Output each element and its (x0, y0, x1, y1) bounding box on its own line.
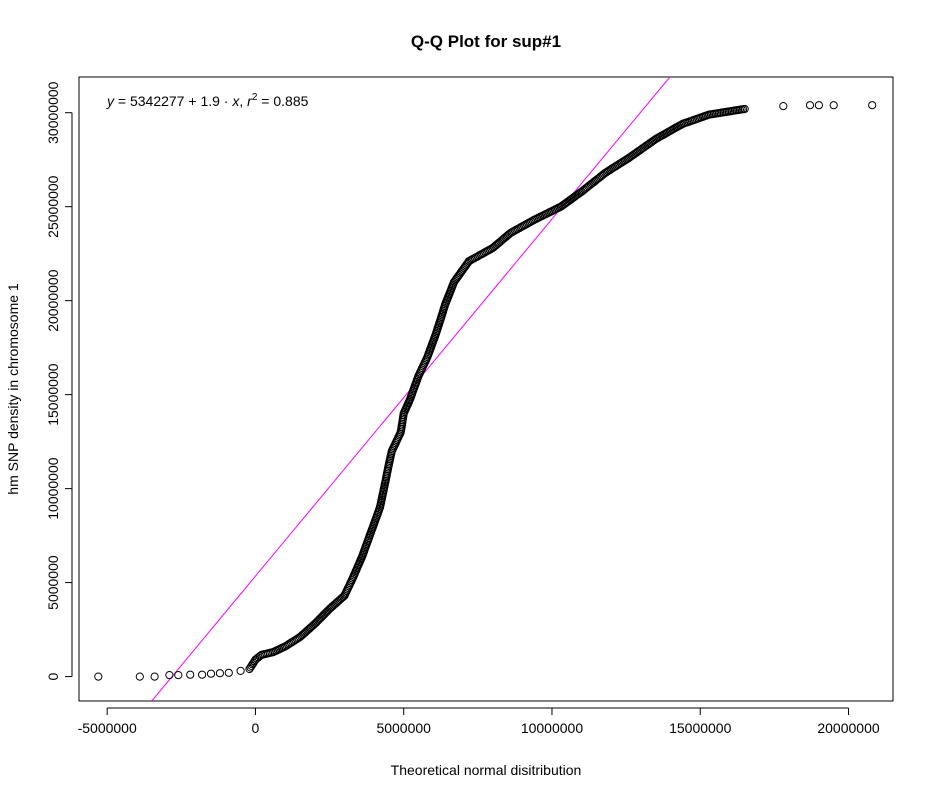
x-axis: -5000000 0 5000000 10000000 15000000 20000000 (78, 707, 880, 736)
data-point (505, 230, 514, 239)
x-tick-label: 20000000 (817, 720, 880, 736)
x-tick-label: -5000000 (78, 720, 137, 736)
regression-equation: y = 5342277 + 1.9 · x, r2 = 0.885 (106, 92, 309, 109)
eq-comma: , (239, 93, 247, 109)
eq-r-var: r (247, 93, 253, 109)
x-tick-label: 15000000 (669, 720, 732, 736)
y-tick-label: 25000000 (45, 175, 61, 238)
fit-line-group (151, 77, 671, 701)
eq-y-var: y (106, 93, 115, 109)
data-point (198, 670, 207, 679)
y-axis: 0 5000000 10000000 15000000 20000000 25000000… (45, 81, 73, 680)
eq-slope: 1.9 (200, 93, 220, 109)
data-point (135, 672, 144, 681)
data-point (459, 264, 469, 273)
data-point (454, 272, 463, 281)
data-point (174, 671, 183, 680)
y-tick-label: 15000000 (45, 363, 61, 426)
data-point (94, 672, 103, 681)
y-tick-label: 0 (45, 672, 61, 680)
x-tick-label: 0 (252, 720, 260, 736)
data-point (206, 669, 216, 678)
data-point (456, 268, 466, 277)
eq-r-exponent: 2 (252, 92, 258, 103)
eq-r2-equals: = (257, 93, 273, 109)
eq-intercept: 5342277 (130, 93, 185, 109)
data-point (627, 151, 636, 160)
y-tick-label: 10000000 (45, 457, 61, 520)
data-point (460, 262, 470, 271)
data-point (458, 265, 468, 274)
data-points (94, 101, 877, 681)
data-point (224, 668, 233, 677)
data-point (451, 276, 460, 285)
eq-dot: · (220, 93, 232, 109)
data-point (598, 170, 607, 179)
y-tick-label: 30000000 (45, 81, 61, 144)
y-tick-label: 20000000 (45, 269, 61, 332)
data-point (814, 101, 824, 110)
data-point (740, 104, 749, 114)
plot-area-frame (78, 76, 894, 702)
data-point (452, 275, 461, 284)
data-point (868, 101, 877, 110)
data-point (186, 670, 195, 679)
x-axis-label: Theoretical normal disitribution (391, 762, 582, 778)
y-tick-label: 5000000 (45, 555, 61, 610)
data-point (165, 671, 174, 680)
data-point (215, 669, 224, 678)
data-point (450, 277, 459, 286)
data-point (150, 672, 159, 681)
eq-plus: + (184, 93, 200, 109)
eq-r2-value: 0.885 (273, 93, 308, 109)
data-point (779, 102, 788, 111)
data-point (461, 261, 471, 270)
data-point (453, 273, 462, 282)
x-tick-label: 10000000 (521, 720, 584, 736)
eq-x-var: x (231, 93, 240, 109)
y-axis-label: hm SNP density in chromosome 1 (5, 283, 21, 495)
chart-title: Q-Q Plot for sup#1 (411, 32, 561, 51)
data-point (805, 101, 815, 110)
data-point (457, 266, 467, 275)
x-tick-label: 5000000 (376, 720, 431, 736)
data-point (236, 666, 245, 676)
regression-line (151, 77, 671, 701)
eq-equals: = (114, 93, 130, 109)
data-point (829, 101, 838, 110)
